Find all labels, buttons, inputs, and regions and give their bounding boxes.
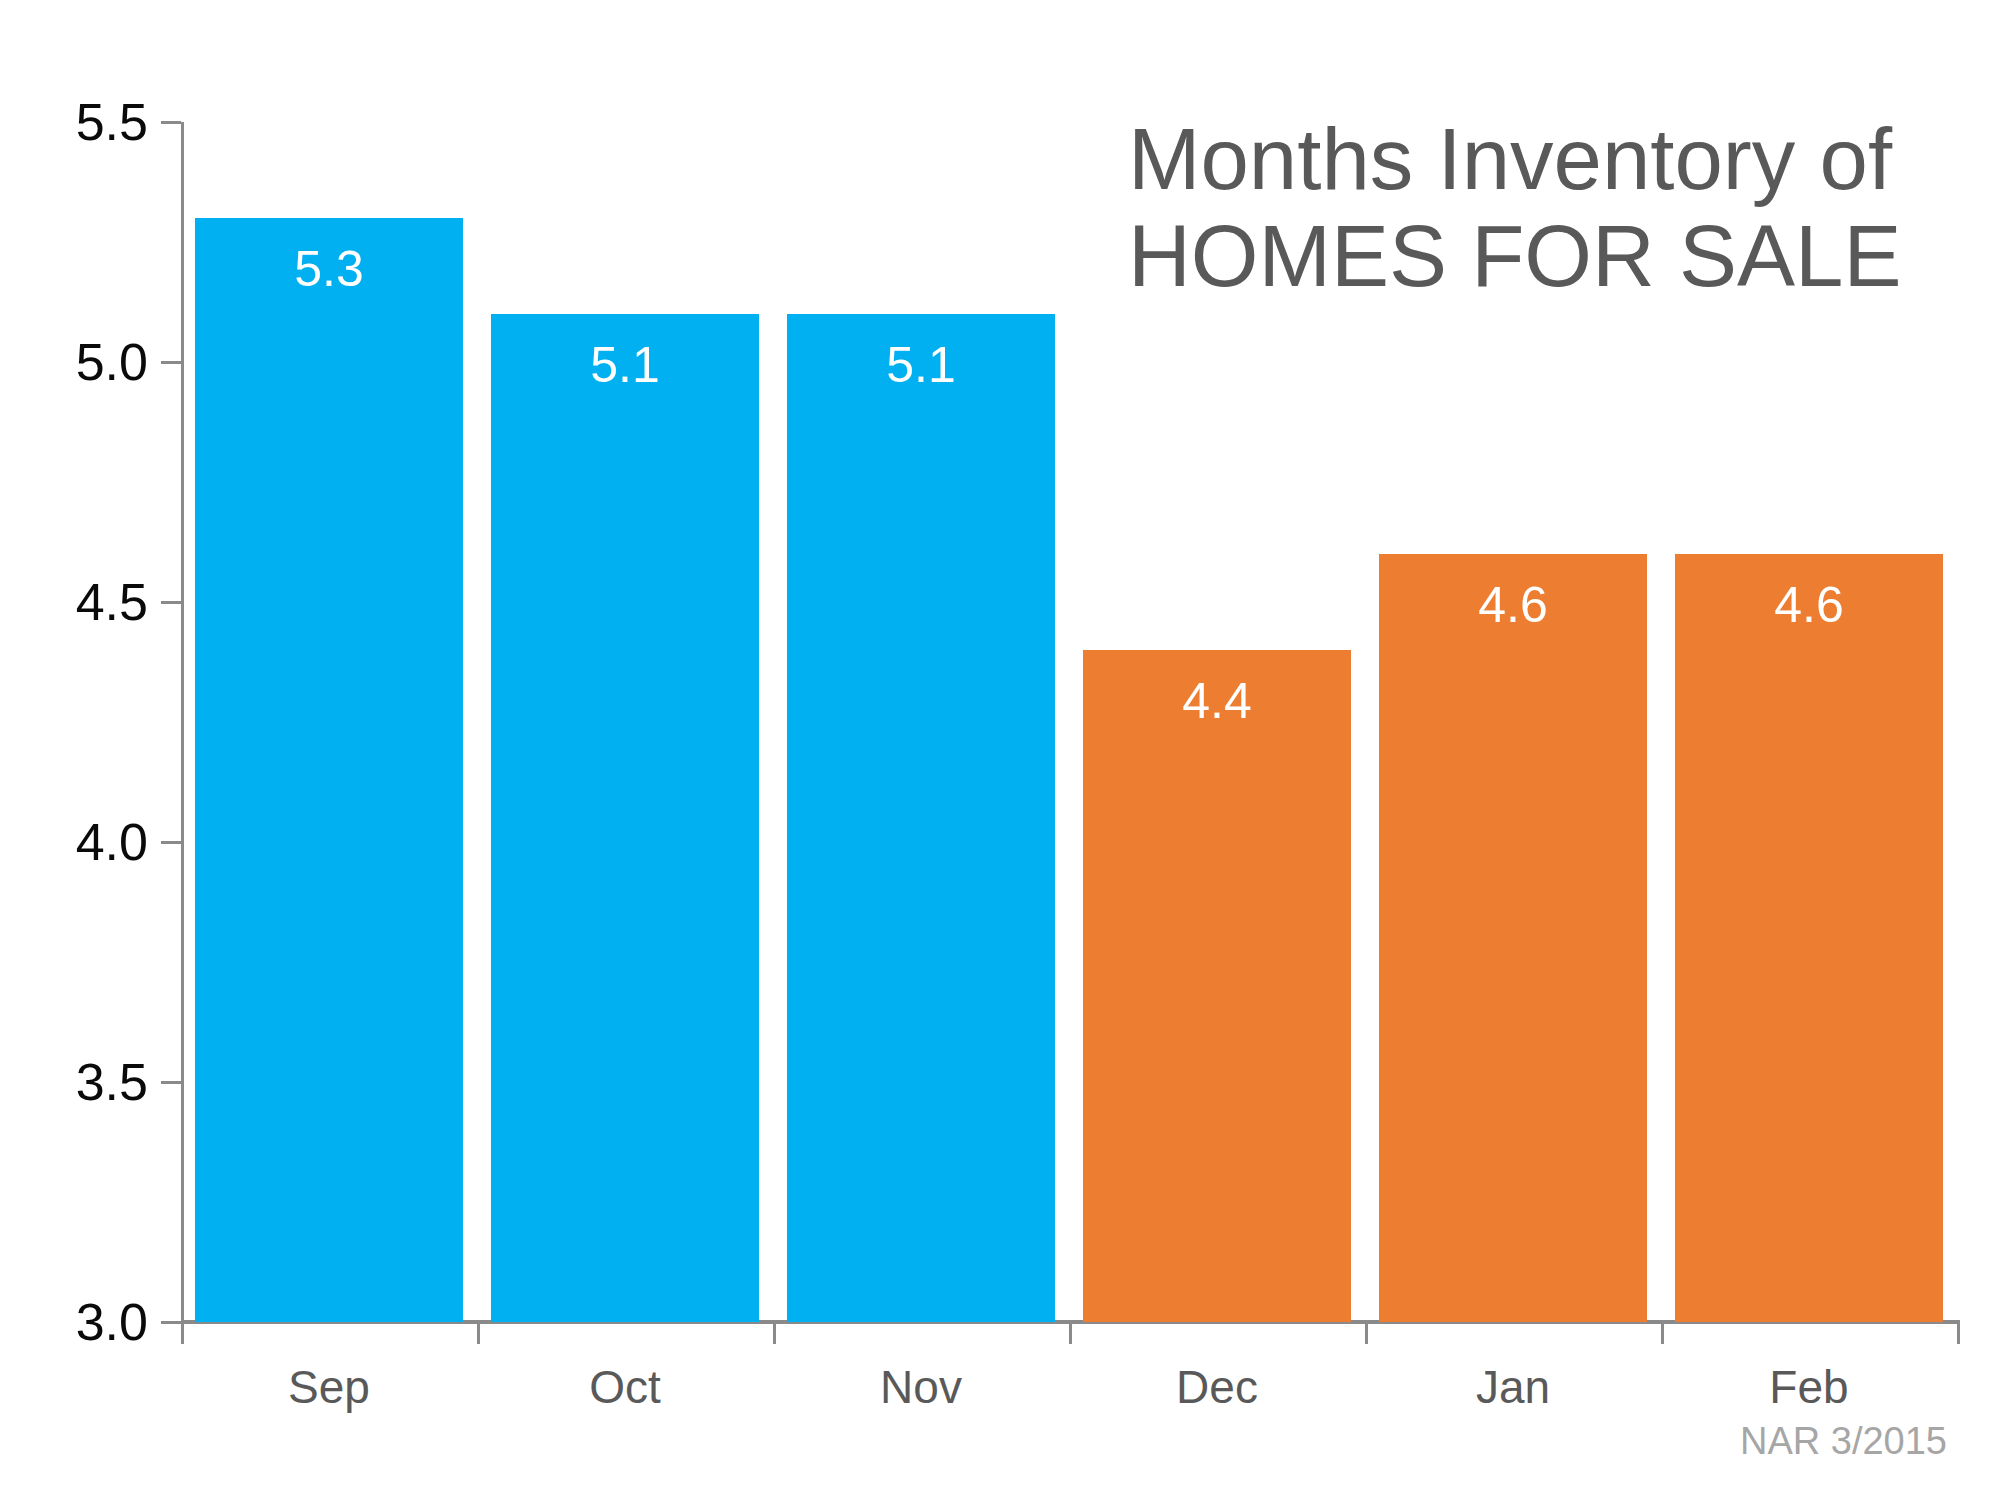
x-axis-tick [181,1322,184,1344]
y-axis-tick [161,601,181,604]
x-axis-tick [1365,1322,1368,1344]
y-axis-tick-label: 4.5 [18,572,148,632]
x-axis-label-dec: Dec [1069,1360,1365,1414]
y-axis-tick [161,1321,181,1324]
x-axis-label-nov: Nov [773,1360,1069,1414]
y-axis-tick-label: 5.5 [18,92,148,152]
y-axis-tick-label: 3.0 [18,1292,148,1352]
bar-oct: 5.1 [491,314,759,1322]
bar-dec: 4.4 [1083,650,1351,1322]
y-axis-tick [161,1081,181,1084]
x-axis-tick [1957,1322,1960,1344]
bar-value-label: 4.6 [1675,576,1943,634]
y-axis-tick-label: 5.0 [18,332,148,392]
y-axis-line [181,122,184,1344]
x-axis-tick [477,1322,480,1344]
bar-value-label: 5.1 [491,336,759,394]
plot-area: 5.5 5.0 4.5 4.0 3.5 3.0 5.3 Sep 5.1 Oct 5.1 Nov 4.4 D… [0,0,2000,1500]
x-axis-label-oct: Oct [477,1360,773,1414]
source-attribution: NAR 3/2015 [1740,1420,1947,1463]
bar-sep: 5.3 [195,218,463,1322]
bar-nov: 5.1 [787,314,1055,1322]
bar-feb: 4.6 [1675,554,1943,1322]
y-axis-tick-label: 4.0 [18,812,148,872]
bar-value-label: 5.3 [195,240,463,298]
y-axis-tick [161,361,181,364]
chart-canvas: Months Inventory of HOMES FOR SALE 5.55.… [0,0,2000,1500]
y-axis-tick [161,121,181,124]
bar-value-label: 5.1 [787,336,1055,394]
y-axis-tick-label: 3.5 [18,1052,148,1112]
x-axis-label-jan: Jan [1365,1360,1661,1414]
bar-value-label: 4.4 [1083,672,1351,730]
x-axis-label-sep: Sep [181,1360,477,1414]
x-axis-tick [773,1322,776,1344]
x-axis-tick [1069,1322,1072,1344]
bar-value-label: 4.6 [1379,576,1647,634]
y-axis-tick [161,841,181,844]
x-axis-label-feb: Feb [1661,1360,1957,1414]
bar-jan: 4.6 [1379,554,1647,1322]
x-axis-tick [1661,1322,1664,1344]
